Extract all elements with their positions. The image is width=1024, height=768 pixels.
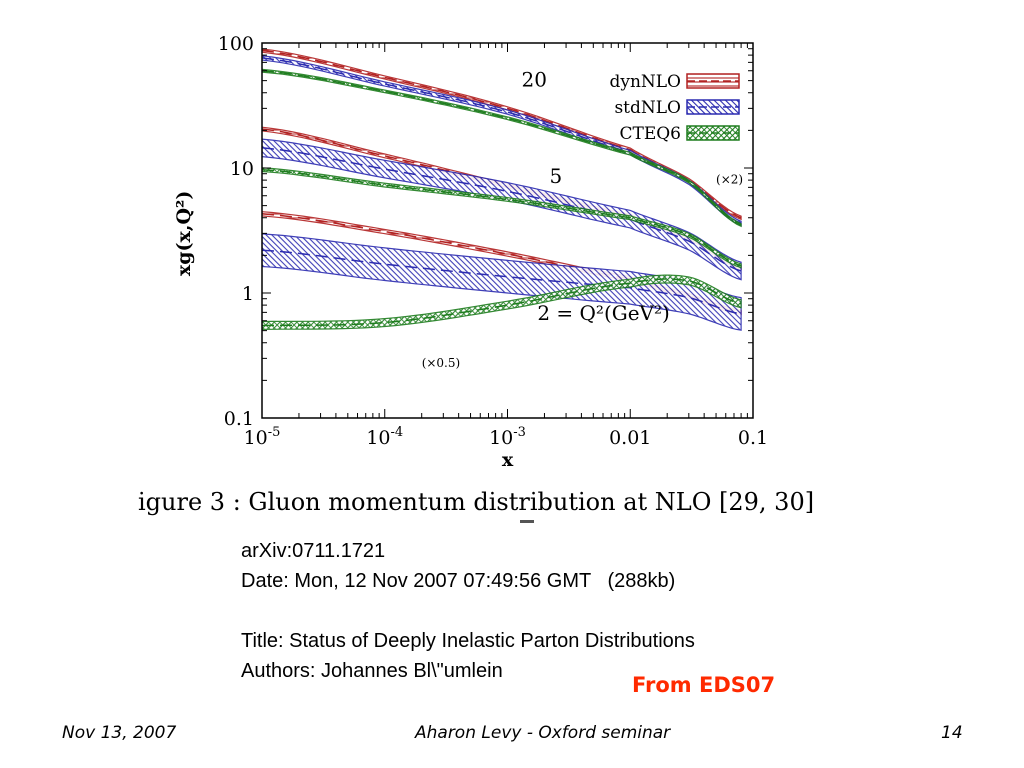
x-tick-label: 0.1: [738, 427, 768, 449]
center-line-stdnlo-group-2: [262, 249, 742, 315]
figure-caption: igure 3 : Gluon momentum distribution at…: [138, 488, 815, 516]
center-line-cteq6-group-2: [262, 278, 742, 327]
x-tick-exponent: -5: [268, 425, 281, 440]
date-line: Date: Mon, 12 Nov 2007 07:49:56 GMT (288…: [241, 570, 676, 592]
q2-group-label: 20: [521, 67, 546, 91]
y-axis-title: xg(x,Q²): [173, 191, 195, 276]
band-stdnlo-group-2: [262, 233, 742, 331]
scale-factor-note: (×2): [716, 173, 743, 187]
title-line: Title: Status of Deeply Inelastic Parton…: [241, 630, 695, 652]
arxiv-id: arXiv:0711.1721: [241, 540, 386, 562]
footer-date: Nov 13, 2007: [62, 723, 177, 743]
scale-factor-note: (×0.5): [422, 356, 461, 370]
x-tick-label: 10-3: [489, 425, 526, 449]
band-stdnlo-group-1: [262, 138, 742, 281]
y-tick-label: 10: [230, 158, 254, 180]
y-tick-label: 100: [218, 33, 254, 55]
band-cteq6-group-1: [262, 167, 742, 269]
plot-area: [262, 48, 742, 331]
q2-group-label: 5: [550, 164, 563, 188]
y-tick-label: 0.1: [224, 408, 254, 430]
y-tick-label: 1: [242, 283, 254, 305]
footer-title: Aharon Levy - Oxford seminar: [415, 723, 671, 743]
band-cteq6-group-0: [262, 68, 742, 228]
legend-label-dynnlo: dynNLO: [609, 72, 681, 92]
x-tick-label: 10-4: [366, 425, 403, 449]
legend-label-stdnlo: stdNLO: [614, 98, 681, 118]
gluon-distribution-chart: 10-5 10-4 10-3 0.01 0.10.1110100xxg(x,Q²)20(…: [173, 33, 768, 471]
x-tick-exponent: -4: [391, 425, 404, 440]
center-line-stdnlo-group-1: [262, 147, 742, 272]
q2-group-label: 2 = Q²(GeV²): [537, 301, 670, 325]
center-line-cteq6-group-0: [262, 69, 742, 226]
source-note: From EDS07: [632, 673, 776, 697]
x-axis-title: x: [502, 449, 514, 471]
center-line-cteq6-group-1: [262, 168, 742, 267]
page-number: 14: [941, 723, 963, 743]
band-cteq6-group-2: [262, 274, 742, 331]
authors-line: Authors: Johannes Bl\"umlein: [241, 660, 503, 682]
x-tick-label: 0.01: [609, 427, 651, 449]
gluon-distribution-figure: 10-5 10-4 10-3 0.01 0.1 0.1 1 10 100 x xg(x,Q²) 20(…: [130, 28, 770, 538]
x-tick-exponent: -3: [513, 425, 526, 440]
band-dynnlo-group-0: [262, 48, 742, 221]
cropped-text-fragment: [520, 520, 534, 523]
legend-label-cteq6: CTEQ6: [619, 124, 681, 144]
